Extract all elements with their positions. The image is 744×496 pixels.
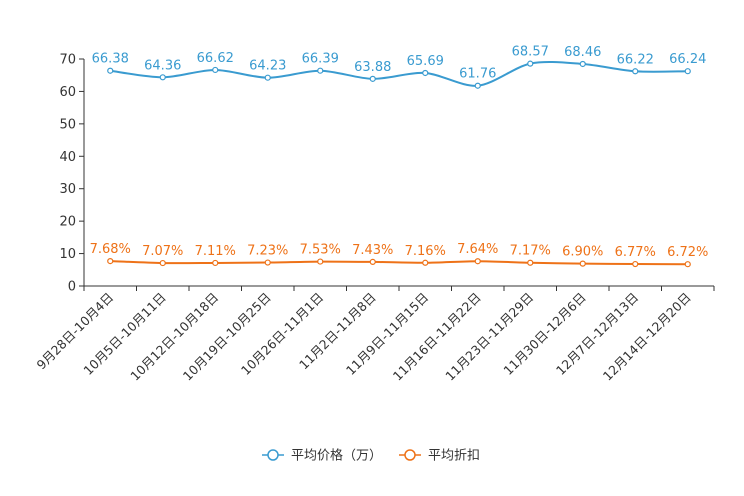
legend-label: 平均价格（万）	[291, 448, 382, 464]
legend-swatch-marker	[404, 449, 416, 461]
x-tick-label: 10月12日-10月18日	[127, 290, 221, 384]
series-line	[110, 260, 688, 266]
y-tick-label: 70	[59, 53, 76, 68]
data-point[interactable]	[527, 60, 534, 67]
data-label: 61.76	[459, 67, 496, 82]
data-label: 64.23	[249, 59, 286, 74]
data-label: 7.17%	[510, 244, 551, 259]
data-point[interactable]	[159, 74, 166, 81]
series-1: 66.38 64.36 66.62 64.23 66.39 63.88 65.69 61.76…	[92, 45, 706, 89]
legend-item-2[interactable]: 平均折扣	[399, 449, 480, 464]
data-label: 65.69	[407, 54, 444, 69]
y-tick-label: 30	[59, 182, 76, 197]
x-tick-label: 11月16日-11月22日	[390, 290, 484, 384]
data-label: 6.77%	[615, 245, 656, 260]
y-tick-label: 60	[59, 85, 76, 100]
data-label: 7.68%	[90, 242, 131, 257]
y-tick-label: 10	[59, 247, 76, 262]
data-point[interactable]	[159, 259, 166, 267]
legend-swatch-marker	[267, 449, 279, 461]
data-point[interactable]	[684, 261, 691, 268]
x-axis-ticks: 9月28日-10月4日10月5日-10月11日10月12日-10月18日10月1…	[33, 286, 715, 384]
data-point[interactable]	[684, 68, 691, 75]
data-point[interactable]	[264, 259, 271, 266]
y-tick-label: 50	[59, 117, 76, 132]
x-tick-label: 12月14日-12月20日	[600, 290, 694, 384]
chart-legend[interactable]: 平均价格（万） 平均折扣	[262, 448, 480, 464]
x-tick-label: 10月19日-10月25日	[180, 290, 274, 384]
data-point[interactable]	[474, 82, 481, 89]
data-point[interactable]	[422, 259, 429, 266]
chart-series: 66.38 64.36 66.62 64.23 66.39 63.88 65.69 61.76…	[90, 45, 708, 268]
data-point[interactable]	[212, 66, 219, 74]
data-label: 63.88	[354, 60, 391, 75]
data-point[interactable]	[107, 257, 114, 265]
data-point[interactable]	[212, 259, 219, 267]
data-label: 66.38	[92, 52, 129, 67]
data-label: 64.36	[144, 58, 181, 73]
data-point[interactable]	[579, 60, 586, 68]
data-point[interactable]	[369, 258, 376, 266]
y-tick-label: 0	[68, 280, 76, 295]
y-axis-ticks: 0 10 20 30 40 50 60 70	[59, 53, 84, 295]
data-label: 66.24	[669, 52, 706, 67]
data-label: 68.46	[564, 45, 601, 60]
series-line	[110, 61, 688, 87]
data-point[interactable]	[317, 67, 324, 74]
data-point[interactable]	[632, 68, 639, 75]
data-label: 66.39	[302, 52, 339, 67]
data-point[interactable]	[264, 74, 271, 81]
data-point[interactable]	[632, 260, 639, 268]
data-label: 7.53%	[300, 243, 341, 258]
data-label: 7.64%	[457, 242, 498, 257]
data-label: 66.62	[197, 51, 234, 66]
series-2: 7.68% 7.07% 7.11% 7.23% 7.53% 7.43% 7.16% 7.64%…	[90, 242, 708, 268]
data-label: 7.11%	[195, 244, 236, 259]
data-label: 66.22	[617, 52, 654, 67]
data-point[interactable]	[317, 258, 324, 265]
data-point[interactable]	[474, 258, 481, 265]
data-label: 7.07%	[142, 244, 183, 259]
data-label: 6.72%	[667, 245, 708, 260]
legend-item-1[interactable]: 平均价格（万）	[262, 448, 382, 464]
data-label: 68.57	[512, 45, 549, 60]
data-label: 7.16%	[405, 244, 446, 259]
data-point[interactable]	[527, 259, 534, 266]
data-label: 6.90%	[562, 245, 603, 260]
data-point[interactable]	[579, 260, 586, 267]
data-label: 7.43%	[352, 243, 393, 258]
data-label: 7.23%	[247, 244, 288, 259]
y-tick-label: 40	[59, 150, 76, 165]
x-tick-label: 11月23日-11月29日	[442, 290, 536, 384]
data-point[interactable]	[422, 69, 429, 77]
legend-label: 平均折扣	[428, 449, 480, 464]
data-point[interactable]	[369, 75, 376, 82]
data-point[interactable]	[107, 67, 114, 74]
y-tick-label: 20	[59, 215, 76, 230]
